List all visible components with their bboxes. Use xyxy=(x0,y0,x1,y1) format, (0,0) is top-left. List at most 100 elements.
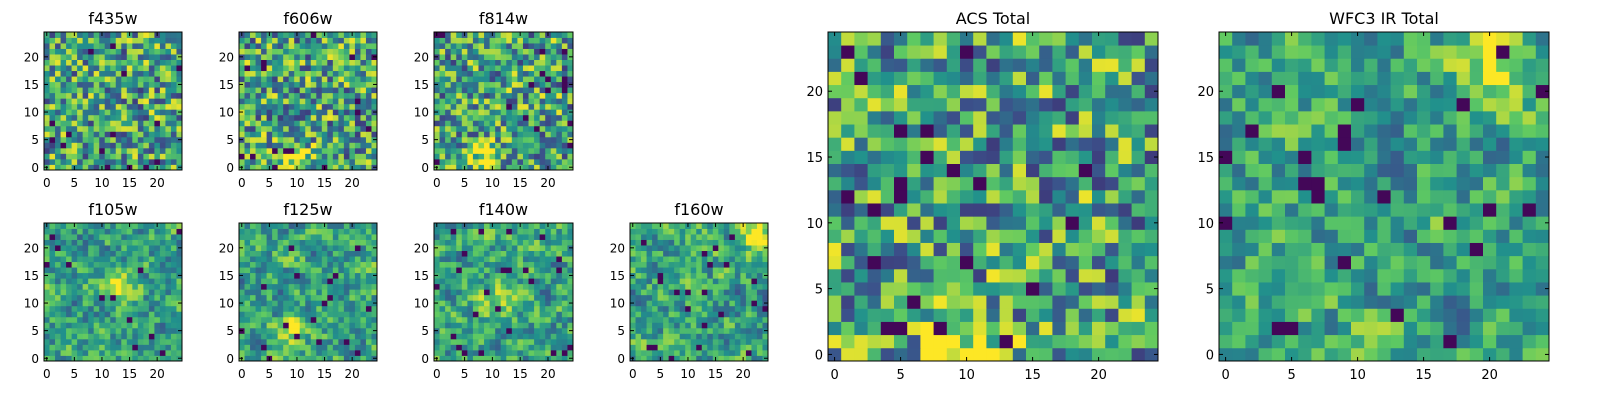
heatmap-cell xyxy=(1131,203,1146,217)
heatmap-cell xyxy=(299,147,306,154)
heatmap-cell xyxy=(517,327,524,334)
heatmap-cell xyxy=(545,70,552,77)
heatmap-cell xyxy=(762,289,769,296)
heatmap-cell xyxy=(176,120,183,127)
heatmap-cell xyxy=(126,136,133,143)
heatmap-cell xyxy=(55,65,61,72)
heatmap-cell xyxy=(288,70,295,77)
heatmap-cell xyxy=(338,120,345,127)
heatmap-cell xyxy=(121,76,128,83)
heatmap-cell xyxy=(973,203,987,217)
heatmap-cell xyxy=(288,278,295,285)
heatmap-cell xyxy=(751,305,758,312)
heatmap-cell xyxy=(550,65,557,72)
heatmap-cell xyxy=(495,54,502,60)
heatmap-cell xyxy=(250,283,256,290)
heatmap-cell xyxy=(652,223,658,229)
heatmap-cell xyxy=(310,98,317,105)
heatmap-cell xyxy=(461,114,468,121)
heatmap-cell xyxy=(44,87,50,94)
heatmap-cell xyxy=(66,136,72,143)
heatmap-cell xyxy=(734,234,741,240)
heatmap-cell xyxy=(316,125,323,132)
heatmap-cell xyxy=(305,261,312,268)
heatmap-cell xyxy=(44,70,50,77)
heatmap-cell xyxy=(556,32,563,38)
heatmap-cell xyxy=(66,338,72,345)
heatmap-cell xyxy=(82,283,89,290)
heatmap-cell xyxy=(472,147,479,154)
heatmap-cell xyxy=(506,349,513,356)
heatmap-cell xyxy=(920,321,934,336)
heatmap-cell xyxy=(148,125,155,132)
heatmap-cell xyxy=(327,54,334,60)
heatmap-cell xyxy=(343,256,350,263)
heatmap-cell xyxy=(170,344,177,351)
heatmap-cell xyxy=(338,267,345,274)
heatmap-cell xyxy=(277,311,284,318)
heatmap-cell xyxy=(550,327,557,334)
heatmap-cell xyxy=(556,283,563,290)
heatmap-cell xyxy=(528,300,535,307)
heatmap-cell xyxy=(539,54,546,60)
heatmap-cell xyxy=(49,131,56,138)
heatmap-cell xyxy=(635,278,642,285)
heatmap-cell xyxy=(674,327,681,334)
heatmap-cell xyxy=(349,316,356,323)
heatmap-cell xyxy=(49,43,56,49)
heatmap-cell xyxy=(148,98,155,105)
heatmap-cell xyxy=(354,223,361,229)
heatmap-cell xyxy=(456,59,463,66)
heatmap-cell xyxy=(77,305,84,312)
heatmap-cell xyxy=(244,283,251,290)
heatmap-cell xyxy=(517,344,524,351)
heatmap-cell xyxy=(261,59,267,66)
heatmap-cell xyxy=(82,76,89,83)
heatmap-cell xyxy=(93,294,100,301)
heatmap-cell xyxy=(1118,282,1132,296)
heatmap-cell xyxy=(343,272,350,279)
heatmap-cell xyxy=(946,334,961,349)
heatmap-cell xyxy=(321,333,328,340)
heatmap-cell xyxy=(93,136,100,143)
heatmap-cell xyxy=(467,289,474,296)
heatmap-cell xyxy=(104,355,111,362)
heatmap-cell xyxy=(489,239,496,246)
heatmap-cell xyxy=(159,327,166,334)
heatmap-cell xyxy=(920,229,934,243)
heatmap-cell xyxy=(663,316,670,323)
heatmap-cell xyxy=(500,147,507,154)
heatmap-cell xyxy=(528,228,535,235)
heatmap-cell xyxy=(729,256,736,263)
heatmap-cell xyxy=(349,54,356,60)
heatmap-cell xyxy=(255,239,262,246)
heatmap-cell xyxy=(456,349,463,356)
heatmap-cell xyxy=(679,333,686,340)
heatmap-cell xyxy=(450,87,457,94)
heatmap-cell xyxy=(690,250,697,257)
heatmap-cell xyxy=(305,48,312,55)
heatmap-cell xyxy=(110,305,117,312)
heatmap-cell xyxy=(371,305,378,312)
heatmap-cell xyxy=(121,103,128,110)
heatmap-cell xyxy=(121,48,128,55)
heatmap-cell xyxy=(745,294,752,301)
heatmap-cell xyxy=(561,272,568,279)
heatmap-cell xyxy=(657,311,664,318)
heatmap-cell xyxy=(148,245,155,251)
heatmap-cell xyxy=(360,81,367,88)
heatmap-cell xyxy=(561,59,568,66)
heatmap-cell xyxy=(60,37,67,44)
x-tick-label: 20 xyxy=(345,367,360,381)
heatmap-cell xyxy=(500,300,507,307)
heatmap-cell xyxy=(484,87,490,94)
heatmap-cell xyxy=(93,158,100,165)
heatmap-cell xyxy=(176,147,183,154)
heatmap-cell xyxy=(360,125,367,132)
heatmap-cell xyxy=(439,223,446,229)
heatmap-cell xyxy=(104,272,111,279)
heatmap-cell xyxy=(690,223,697,229)
heatmap-cell xyxy=(343,223,350,229)
heatmap-cell xyxy=(261,65,267,72)
heatmap-cell xyxy=(88,158,95,165)
